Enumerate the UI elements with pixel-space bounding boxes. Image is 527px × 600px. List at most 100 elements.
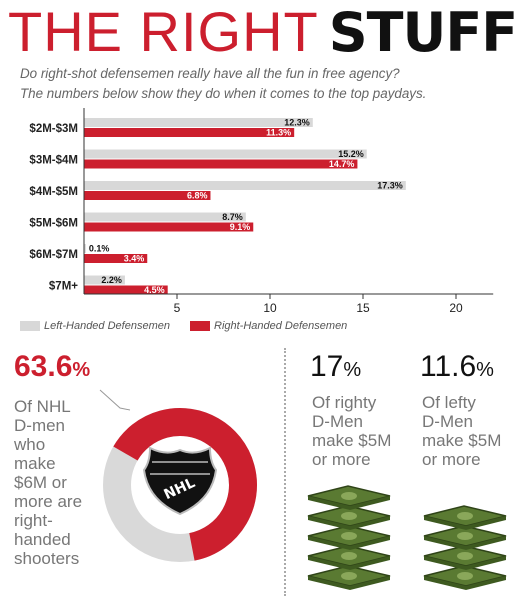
- donut-ring-red: [103, 407, 257, 562]
- bar-value-label: 8.7%: [222, 212, 243, 222]
- title-part-2: STUFF: [328, 1, 518, 64]
- bar-value-label: 15.2%: [338, 149, 364, 159]
- bar-value-label: 0.1%: [89, 244, 110, 254]
- money-bill-seal: [457, 572, 473, 580]
- subtitle-line-2: The numbers below show they do when it c…: [20, 86, 427, 101]
- bar-value-label: 6.8%: [187, 191, 208, 201]
- money-bill-seal: [457, 532, 473, 540]
- money-bill-seal: [341, 552, 357, 560]
- legend-swatch-left: [20, 321, 40, 331]
- money-bill-side: [308, 576, 390, 590]
- money-bill-seal: [457, 512, 473, 520]
- stat3-description: Of lefty D-Men make $5M or more: [422, 393, 501, 469]
- category-label: $7M+: [49, 281, 78, 293]
- stat2-line: or more: [312, 450, 371, 469]
- stat1-description: Of NHL D-men who make $6M or more are ri…: [14, 397, 82, 568]
- money-bill-side: [308, 496, 390, 510]
- bar-value-label: 17.3%: [377, 181, 403, 191]
- stat1-line: shooters: [14, 549, 80, 568]
- category-label: $3M-$4M: [29, 155, 78, 167]
- category-label: $4M-$5M: [29, 186, 78, 198]
- stat3-line: D-Men: [422, 412, 474, 431]
- stat2-line: Of righty: [312, 393, 377, 412]
- bar-right-handed: [84, 191, 211, 200]
- stat3-number: 11.6: [420, 350, 477, 383]
- stat3-unit: %: [476, 359, 494, 381]
- money-bill-side: [424, 576, 506, 590]
- stat2-number: 17: [310, 350, 344, 383]
- money-bill-seal: [341, 492, 357, 500]
- bar-left-handed: [84, 149, 367, 159]
- stat3-line: Of lefty: [422, 393, 476, 412]
- money-bill-side: [424, 556, 506, 570]
- bar-value-label: 3.4%: [124, 254, 145, 264]
- money-bill-side: [308, 556, 390, 570]
- donut-chart: NHL: [99, 389, 257, 562]
- legend-label-left: Left-Handed Defensemen: [44, 320, 170, 332]
- stat2-unit: %: [343, 359, 362, 381]
- bar-value-label: 9.1%: [230, 222, 251, 232]
- bar-chart: $2M-$3M 12.3%11.3% $3M-$4M 15.2%14.7% $4M-$5…: [29, 108, 494, 315]
- legend-label-right: Right-Handed Defensemen: [214, 320, 348, 332]
- stat1-line: more are: [14, 492, 83, 511]
- bar-value-label: 12.3%: [284, 118, 310, 128]
- bar-value-label: 14.7%: [329, 159, 355, 169]
- bar-value-label: 4.5%: [144, 285, 165, 295]
- category-label: $5M-$6M: [29, 218, 78, 230]
- stat2-description: Of righty D-Men make $5M or more: [312, 393, 391, 469]
- subtitle-line-1: Do right-shot defensemen really have all…: [20, 66, 400, 81]
- bar-right-handed: [84, 222, 254, 232]
- x-tick-label: 10: [263, 301, 277, 315]
- stat1-line: who: [14, 435, 46, 454]
- x-tick-label: 15: [356, 301, 370, 315]
- bar-right-handed: [84, 285, 168, 295]
- stat1-line: D-men: [14, 416, 66, 435]
- stat1-line: handed: [14, 530, 71, 549]
- money-bill-seal: [341, 532, 357, 540]
- money-stack-icon: [423, 505, 507, 590]
- bar-left-handed: [84, 212, 246, 222]
- money-bill-side: [308, 516, 390, 530]
- page-title: THE RIGHT STUFF: [8, 0, 518, 64]
- stat2-value: 17%: [310, 350, 361, 384]
- stat2-line: D-Men: [312, 412, 364, 431]
- title-part-1: THE RIGHT: [8, 0, 319, 63]
- bar-left-handed: [84, 244, 86, 253]
- x-tick-label: 20: [449, 301, 463, 315]
- bar-left-handed: [84, 275, 125, 285]
- stat1-line: Of NHL: [14, 397, 71, 416]
- x-tick-label: 5: [174, 301, 181, 315]
- bar-right-handed: [84, 254, 148, 263]
- stat3-line: or more: [422, 450, 481, 469]
- legend-left: Left-Handed Defensemen: [20, 320, 170, 332]
- stat3-line: make $5M: [422, 431, 502, 450]
- money-bill-seal: [457, 552, 473, 560]
- donut-leader-line: [99, 389, 131, 411]
- money-bill-seal: [341, 512, 357, 520]
- category-label: $6M-$7M: [29, 249, 78, 261]
- nhl-shield-icon: NHL: [142, 446, 218, 516]
- legend-swatch-right: [190, 321, 210, 331]
- bar-right-handed: [84, 128, 295, 137]
- stat1-number: 63.6: [14, 350, 73, 383]
- bar-left-handed: [84, 181, 406, 190]
- money-bill-seal: [341, 572, 357, 580]
- legend-right: Right-Handed Defensemen: [190, 320, 347, 332]
- bar-value-label: 2.2%: [101, 275, 122, 285]
- stat1-unit: %: [72, 359, 91, 381]
- money-bill-side: [424, 536, 506, 550]
- stat3-value: 11.6%: [420, 350, 494, 384]
- stat1-value: 63.6%: [14, 350, 90, 384]
- stat1-line: right-: [14, 511, 53, 530]
- bar-right-handed: [84, 159, 358, 169]
- stat1-line: $6M or: [14, 473, 67, 492]
- stat2-line: make $5M: [312, 431, 392, 450]
- money-bill-side: [424, 516, 506, 530]
- category-label: $2M-$3M: [29, 123, 78, 135]
- bar-value-label: 11.3%: [266, 128, 291, 138]
- bar-left-handed: [84, 118, 313, 127]
- money-stack-icon: [307, 485, 391, 590]
- money-bill-side: [308, 536, 390, 550]
- stat1-line: make: [14, 454, 56, 473]
- section-divider: [284, 348, 286, 596]
